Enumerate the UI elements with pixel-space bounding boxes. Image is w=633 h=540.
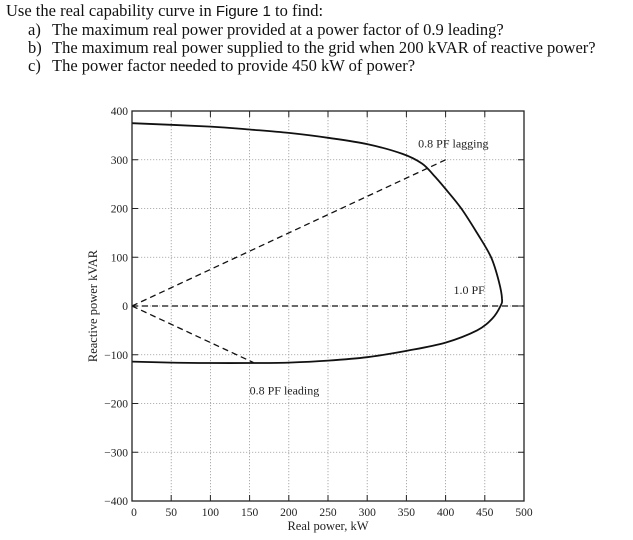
annotations: 0.8 PF lagging 1.0 PF 0.8 PF leading: [250, 137, 489, 398]
x-axis-title: Real power, kW: [287, 519, 368, 533]
y-axis-title: Reactive power kVAR: [86, 249, 100, 362]
y-tick-label: 100: [111, 252, 129, 264]
y-tick-label: 200: [111, 204, 129, 216]
y-tick-label: 300: [111, 155, 129, 167]
question-intro: Use the real capability curve in Figure …: [6, 2, 631, 21]
x-tick-label: 450: [476, 507, 494, 519]
x-tick-label: 500: [515, 507, 533, 519]
figure-reference: Figure 1: [215, 3, 271, 20]
x-tick-label: 250: [319, 507, 337, 519]
y-tick-label: 0: [122, 301, 128, 313]
y-tick-label: −200: [104, 399, 128, 411]
y-tick-label: −300: [104, 447, 128, 459]
data-series: [131, 122, 524, 364]
x-tick-label: 200: [280, 507, 298, 519]
grid-lines: [132, 111, 524, 501]
y-tick-label: −100: [104, 350, 128, 362]
question-item-b: b) The maximum real power supplied to the…: [6, 39, 631, 57]
annotation-label: 0.8 PF lagging: [418, 137, 488, 151]
x-tick-label: 350: [398, 507, 416, 519]
line-0-8-pf-leading: [131, 305, 254, 364]
question-list: a) The maximum real power provided at a p…: [6, 21, 631, 75]
question-item-a: a) The maximum real power provided at a p…: [6, 21, 631, 39]
x-tick-label: 100: [202, 507, 220, 519]
item-label: a): [28, 20, 41, 39]
y-tick-label: 400: [111, 106, 129, 118]
x-tick-label: 0: [131, 507, 137, 519]
item-text: The maximum real power supplied to the g…: [52, 38, 596, 57]
capability-curve: [131, 122, 504, 364]
line-0-8-pf-lagging: [131, 159, 446, 307]
annotation-label: 0.8 PF leading: [250, 384, 320, 398]
item-text: The power factor needed to provide 450 k…: [52, 56, 416, 75]
x-tick-label: 50: [165, 507, 177, 519]
intro-prefix: Use the real capability curve in: [6, 1, 216, 20]
question-item-c: c) The power factor needed to provide 450…: [6, 57, 631, 75]
question-block: Use the real capability curve in Figure …: [6, 2, 631, 75]
y-tick-label: −400: [104, 496, 128, 508]
item-label: b): [28, 38, 42, 57]
x-tick-label: 300: [359, 507, 377, 519]
x-tick-labels: 0 50 100 150 200 250 300 350 400 450 500: [131, 507, 533, 519]
item-label: c): [28, 56, 41, 75]
item-text: The maximum real power provided at a pow…: [52, 20, 504, 39]
plot-frame: [131, 110, 525, 502]
x-tick-label: 400: [437, 507, 455, 519]
y-tick-labels: 400 300 200 100 0 −100 −200 −300 −400: [104, 106, 128, 508]
intro-suffix: to find:: [270, 1, 324, 20]
x-tick-label: 150: [241, 507, 259, 519]
annotation-label: 1.0 PF: [453, 283, 485, 297]
